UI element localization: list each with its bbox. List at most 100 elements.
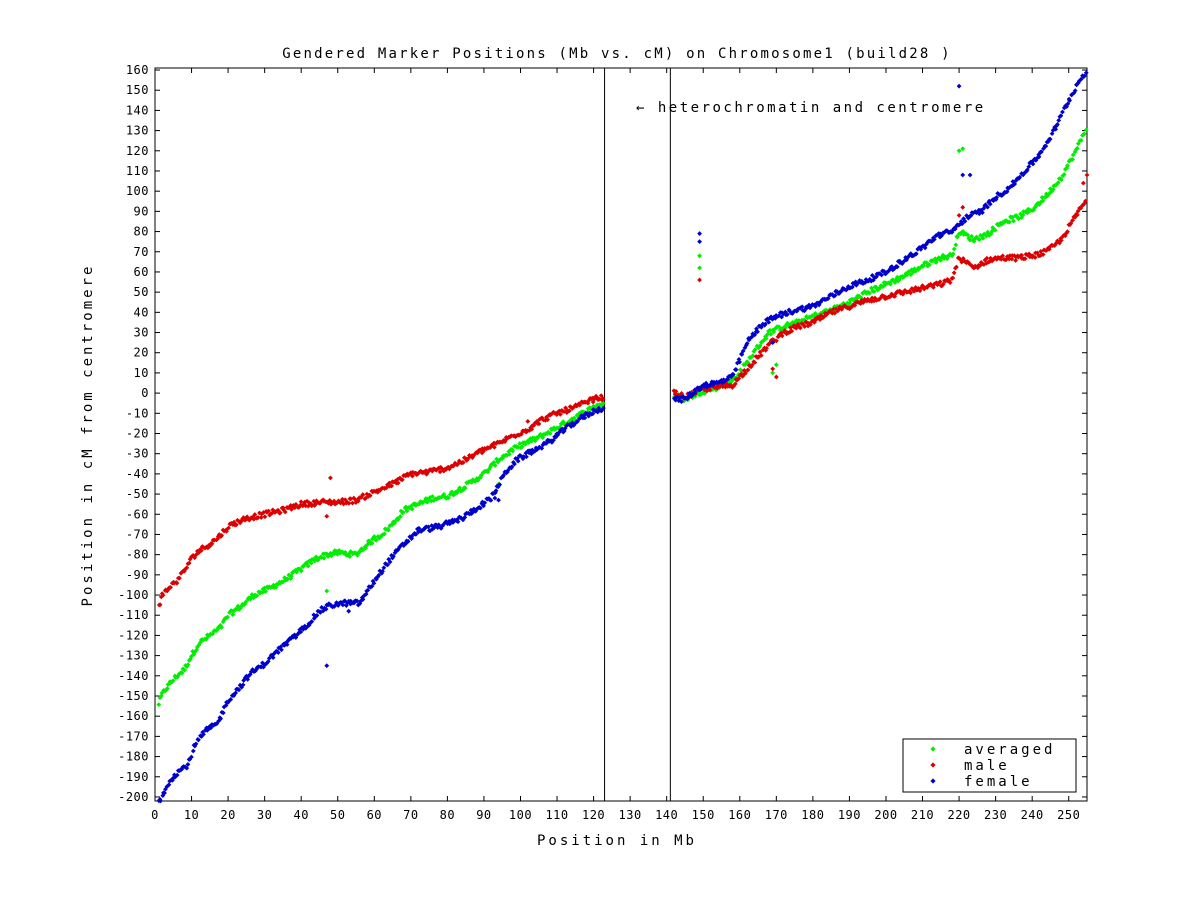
averaged-point [308,560,314,566]
averaged-point [179,670,185,676]
female-point [959,221,965,226]
y-tick-label: -110 [118,608,149,622]
averaged-point [1061,172,1067,177]
averaged-point [260,586,266,592]
legend-marker-male [930,762,936,768]
male-point [1074,212,1080,218]
female-point [512,461,517,467]
female-point [1017,174,1023,180]
female-point [825,296,831,301]
male-point [908,290,913,296]
female-point [960,172,966,178]
averaged-point [324,588,330,594]
male-point [1034,250,1040,256]
male-point [1022,256,1028,262]
x-tick-label: 210 [911,808,934,822]
female-point [385,562,391,568]
averaged-point [288,573,294,579]
centromere-annotation: ← heterochromatin and centromere [636,100,986,116]
female-point [1058,113,1064,119]
male-point [226,525,231,531]
averaged-point [198,640,203,645]
female-point [529,447,535,453]
female-point [438,525,444,531]
averaged-point [210,631,215,637]
averaged-point [556,426,562,431]
female-point [772,315,778,321]
averaged-point [599,402,605,408]
female-point [354,598,360,604]
female-point [1056,118,1062,123]
male-point [895,289,901,295]
male-point [830,306,836,312]
averaged-point [298,568,304,574]
x-tick-label: 90 [476,808,491,822]
male-point [309,503,315,509]
female-point [1045,139,1051,144]
averaged-point [763,335,769,341]
female-point [918,246,924,252]
y-tick-label: -100 [118,588,149,602]
female-point [245,676,251,682]
female-point [365,587,371,593]
male-point [917,288,923,294]
male-point [1023,251,1029,257]
averaged-point [219,625,224,630]
female-point [689,393,694,399]
female-point [199,734,204,739]
y-tick-label: -180 [118,750,149,764]
female-point [323,606,329,612]
x-tick-label: 110 [545,808,568,822]
female-point [863,277,869,282]
male-point [869,295,875,301]
male-point [766,341,772,347]
male-point [477,447,483,453]
male-point [594,395,600,401]
y-tick-label: -50 [126,487,149,501]
male-point [467,454,473,460]
female-point [842,286,847,292]
averaged-point [185,662,191,668]
male-point [158,594,164,600]
female-point [956,83,962,89]
female-point [1036,154,1042,160]
male-point [196,550,202,556]
female-point [1026,164,1032,170]
x-tick-label: 20 [220,808,235,822]
averaged-point [1072,149,1078,155]
male-point [947,280,953,285]
female-point [590,411,596,417]
female-point [371,580,377,586]
averaged-point [395,517,401,522]
x-tick-label: 80 [440,808,455,822]
averaged-point [382,531,387,537]
male-point [460,460,466,465]
male-point [389,483,395,489]
plot-frame [154,67,1088,802]
female-point [994,195,1000,200]
averaged-point [980,235,986,241]
female-point [526,450,532,456]
averaged-point [1045,193,1050,199]
female-point [1020,172,1026,178]
female-point [985,204,990,210]
male-point [421,470,427,475]
female-point [497,482,503,487]
male-point [960,204,966,210]
averaged-point [888,281,893,287]
male-point [773,374,779,380]
female-point [306,622,312,628]
averaged-point [1059,177,1064,183]
averaged-point [492,463,498,468]
female-point [158,798,163,804]
averaged-point [750,353,756,359]
male-point [453,461,458,466]
averaged-point [1036,202,1042,207]
female-point [979,210,985,215]
averaged-point [873,284,879,290]
male-point [592,396,597,402]
male-point [489,442,495,448]
female-point [314,613,320,618]
averaged-point [549,427,555,433]
